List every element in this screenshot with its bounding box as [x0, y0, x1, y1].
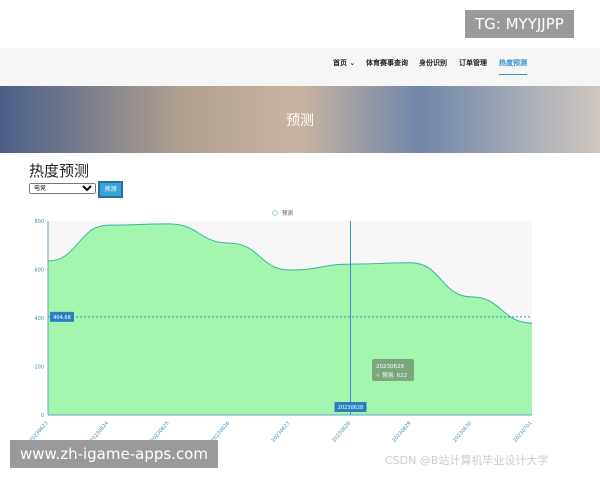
x-tick-label: 20230628 — [331, 420, 352, 443]
tooltip-marker — [376, 373, 380, 377]
nav-events[interactable]: 体育赛事查询 — [366, 59, 408, 67]
axis-pointer-x-badge — [334, 402, 367, 412]
data-point — [229, 242, 230, 244]
tooltip — [372, 359, 414, 381]
legend-label: 预测 — [282, 209, 294, 217]
data-point — [410, 262, 412, 264]
navbar: 首页 ⌄ 体育赛事查询 身份识别 订单管理 热度预测 — [0, 48, 600, 86]
nav-orders[interactable]: 订单管理 — [459, 59, 487, 67]
watermark-bottom: www.zh-igame-apps.com — [10, 440, 218, 468]
y-tick-label: 400 — [34, 316, 44, 322]
nav-heat-forecast[interactable]: 热度预测 — [499, 58, 527, 75]
x-tick-label: 20230627 — [271, 420, 292, 443]
y-tick-label: 600 — [34, 268, 44, 274]
y-tick-label: 800 — [34, 219, 44, 225]
page-title: 热度预测 — [29, 162, 90, 180]
predict-button[interactable]: 预测 — [98, 181, 123, 198]
watermark-top: TG: MYYJJPP — [465, 10, 574, 38]
tooltip-title: 20230628 — [376, 364, 404, 370]
data-point — [168, 223, 170, 225]
nav-home[interactable]: 首页 ⌄ — [333, 59, 356, 67]
tooltip-value: 预测: 622 — [382, 371, 407, 379]
axis-pointer-y-label: 404.68 — [53, 315, 71, 321]
data-point — [531, 322, 533, 324]
axis-pointer-x-label: 20230628 — [338, 405, 363, 411]
nav-identity[interactable]: 身份识别 — [419, 59, 447, 67]
x-tick-label: 20230701 — [513, 420, 534, 443]
data-point — [108, 224, 109, 226]
y-tick-label: 0 — [41, 413, 44, 419]
legend-marker — [272, 210, 278, 216]
axis-pointer-y-badge — [50, 311, 74, 322]
x-tick-label: 20230629 — [392, 420, 413, 443]
category-select[interactable]: 电竞 — [29, 183, 96, 194]
hero-title: 预测 — [286, 113, 314, 129]
data-point — [289, 269, 291, 271]
watermark-csdn: CSDN @B站计算机毕业设计大学 — [385, 454, 549, 467]
x-tick-label: 20230630 — [452, 420, 473, 443]
data-point — [471, 296, 472, 298]
y-tick-label: 200 — [34, 365, 44, 371]
hero-banner — [0, 86, 600, 153]
